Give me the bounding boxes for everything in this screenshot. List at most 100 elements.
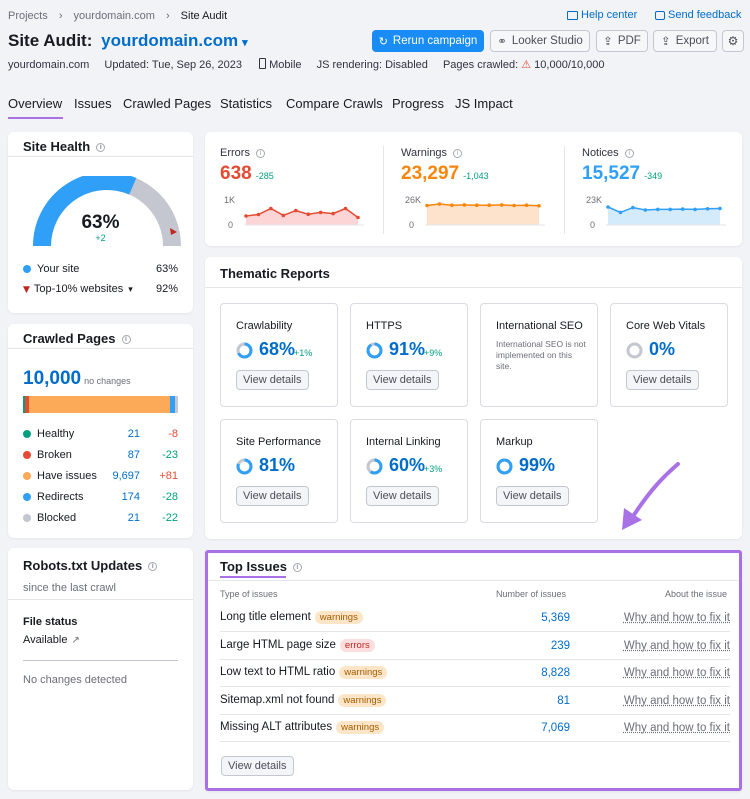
book-icon (567, 10, 578, 20)
file-status-value[interactable]: Available ↗ (23, 634, 80, 646)
metric-warnings[interactable]: Warnings i 23,297 -1,043 26K 0 (401, 132, 571, 246)
why-fix-link[interactable]: Why and how to fix it (623, 722, 730, 734)
crawled-total-value[interactable]: 10,000 (23, 368, 82, 389)
thematic-card-percent[interactable]: 99% (519, 455, 556, 475)
thematic-card-percent[interactable]: 60% (389, 455, 426, 475)
bar-healthy (23, 396, 25, 413)
export-button[interactable]: ⇪ Export (653, 30, 717, 52)
gear-icon: ⚙ (727, 34, 739, 48)
crawled-item-value[interactable]: 21 (127, 512, 140, 524)
site-health-gauge (33, 176, 181, 247)
issue-severity-badge: warnings (336, 721, 385, 734)
why-fix-link[interactable]: Why and how to fix it (623, 612, 730, 624)
domain-selector[interactable]: yourdomain.com ▾ (101, 31, 248, 50)
issue-name-cell: Low text to HTML ratio warnings (220, 666, 388, 679)
thematic-card-percent[interactable]: 91% (389, 339, 426, 359)
metric-notices[interactable]: Notices i 15,527 -349 23K 0 (582, 132, 750, 246)
why-fix-link[interactable]: Why and how to fix it (623, 694, 730, 707)
gauge-fill (33, 176, 137, 247)
tab-statistics[interactable]: Statistics (220, 96, 273, 111)
crawled-item-broken[interactable]: Broken 87 -23 (23, 449, 178, 461)
crawled-item-value[interactable]: 21 (127, 428, 140, 440)
crawled-item-redirects[interactable]: Redirects 174 -28 (23, 491, 178, 503)
issue-name-cell: Sitemap.xml not found warnings (220, 693, 387, 707)
issue-count[interactable]: 7,069 (541, 722, 570, 734)
divider (208, 580, 739, 581)
sparkline-point (643, 208, 648, 212)
sparkline-point (318, 210, 323, 215)
active-tab-indicator (8, 117, 63, 119)
progress-ring-icon (366, 458, 383, 475)
metric-errors[interactable]: Errors i 638 -285 1K 0 (220, 132, 390, 246)
help-center-link[interactable]: Help center (567, 9, 637, 21)
metric-value-number[interactable]: 15,527 (582, 163, 641, 184)
issue-name[interactable]: Low text to HTML ratio (220, 666, 336, 678)
issue-count[interactable]: 8,828 (541, 667, 570, 679)
view-details-button[interactable]: View details (626, 370, 699, 390)
settings-button[interactable]: ⚙ (722, 30, 744, 52)
issue-name[interactable]: Missing ALT attributes (220, 721, 333, 733)
crawled-item-blocked[interactable]: Blocked 21 -22 (23, 512, 178, 524)
issue-name[interactable]: Large HTML page size (220, 638, 336, 651)
thematic-card-crawlability: Crawlability 68% +1% View details (220, 303, 338, 407)
issue-severity-badge: warnings (338, 693, 387, 707)
thematic-card-percent[interactable]: 0% (649, 339, 676, 359)
crawled-item-delta: -22 (162, 512, 178, 524)
tab-crawled-pages[interactable]: Crawled Pages (123, 96, 212, 111)
why-fix-link[interactable]: Why and how to fix it (623, 667, 730, 679)
issue-name-cell: Long title element warnings (220, 611, 363, 624)
info-icon[interactable]: i (148, 562, 158, 572)
info-icon[interactable]: i (453, 148, 463, 158)
issue-count[interactable]: 239 (550, 639, 570, 652)
view-details-button[interactable]: View details (236, 370, 309, 390)
crawled-item-have-issues[interactable]: Have issues 9,697 +81 (23, 470, 178, 482)
site-health-delta: +2 (95, 233, 106, 243)
sparkline-point (537, 204, 541, 208)
legend-dot (23, 472, 31, 481)
crawled-item-delta: -8 (168, 428, 178, 440)
legend-top-sites-value: 92% (155, 283, 178, 295)
thematic-card-percent[interactable]: 81% (259, 455, 296, 475)
thematic-card-internal-linking: Internal Linking 60% +3% View details (350, 419, 468, 523)
view-details-button[interactable]: View details (366, 486, 439, 506)
info-icon[interactable]: i (292, 563, 302, 573)
crawled-item-value[interactable]: 87 (127, 449, 140, 461)
view-details-button[interactable]: View details (236, 486, 309, 506)
info-icon[interactable]: i (96, 143, 106, 153)
issue-name[interactable]: Sitemap.xml not found (220, 693, 335, 706)
top-issues-view-details-button[interactable]: View details (221, 756, 294, 776)
chevron-down-icon: ▾ (242, 37, 248, 49)
issue-count[interactable]: 81 (557, 694, 570, 707)
tab-progress[interactable]: Progress (392, 96, 445, 111)
breadcrumb-projects[interactable]: Projects (8, 10, 48, 22)
crawled-item-value[interactable]: 9,697 (112, 470, 140, 482)
thematic-card-title: Internal Linking (366, 436, 441, 448)
info-icon[interactable]: i (624, 148, 634, 158)
issue-count[interactable]: 5,369 (541, 612, 570, 624)
view-details-button[interactable]: View details (366, 370, 439, 390)
crawled-item-delta: +81 (159, 470, 178, 482)
view-details-button[interactable]: View details (496, 486, 569, 506)
info-icon[interactable]: i (255, 148, 265, 158)
tab-js-impact[interactable]: JS Impact (455, 96, 513, 111)
issue-name[interactable]: Long title element (220, 611, 311, 623)
why-fix-link[interactable]: Why and how to fix it (623, 639, 730, 652)
send-feedback-link[interactable]: Send feedback (655, 9, 741, 21)
metric-value-number[interactable]: 23,297 (401, 163, 460, 184)
legend-dot (23, 265, 31, 274)
looker-studio-button[interactable]: ⚭ Looker Studio (490, 30, 590, 52)
breadcrumb-domain[interactable]: yourdomain.com (73, 10, 155, 22)
crawled-item-value[interactable]: 174 (121, 491, 140, 503)
tab-compare-crawls[interactable]: Compare Crawls (286, 96, 383, 111)
legend-top-sites[interactable]: ▼ Top-10% websites ▾ (23, 283, 133, 295)
pdf-button[interactable]: ⇪ PDF (596, 30, 648, 52)
info-icon[interactable]: i (121, 335, 131, 345)
metric-value-number[interactable]: 638 (220, 163, 252, 184)
issue-severity-badge: warnings (314, 611, 363, 624)
tab-issues[interactable]: Issues (74, 96, 112, 111)
thematic-card-percent[interactable]: 68% (259, 339, 296, 359)
rerun-campaign-button[interactable]: ↻ Rerun campaign (372, 30, 484, 52)
crawled-item-healthy[interactable]: Healthy 21 -8 (23, 428, 178, 440)
axis-label-min: 0 (590, 220, 596, 230)
tab-overview[interactable]: Overview (8, 96, 63, 111)
